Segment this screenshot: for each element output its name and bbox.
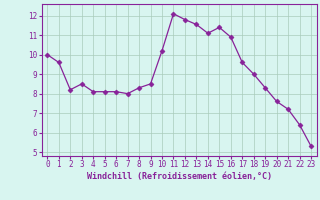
- X-axis label: Windchill (Refroidissement éolien,°C): Windchill (Refroidissement éolien,°C): [87, 172, 272, 181]
